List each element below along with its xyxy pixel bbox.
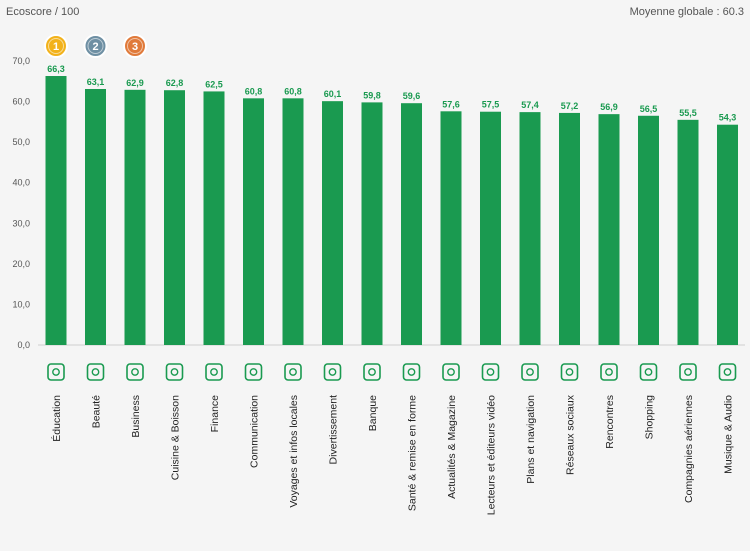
category-label: Divertissement xyxy=(328,395,340,465)
airplane-icon xyxy=(679,363,697,381)
bar xyxy=(480,111,501,345)
bar xyxy=(203,91,225,345)
category-labels: Éducation Beauté Business Cuisine & Boisson… xyxy=(50,394,735,515)
bar xyxy=(559,112,580,345)
data-label: 62,9 xyxy=(126,78,144,88)
bar xyxy=(440,111,462,346)
bar xyxy=(322,101,343,345)
category-label: Beauté xyxy=(91,395,103,428)
category-label: Lecteurs et éditeurs vidéo xyxy=(486,395,498,515)
data-label: 56,5 xyxy=(640,104,658,114)
data-label: 60,8 xyxy=(245,86,263,96)
data-label: 56,9 xyxy=(600,102,618,112)
y-tick-label: 30,0 xyxy=(12,218,30,228)
luggage-icon xyxy=(284,363,302,381)
makeup-icon xyxy=(86,363,105,381)
music-note-icon xyxy=(718,363,737,381)
map-icon xyxy=(521,363,539,381)
bar xyxy=(677,119,699,345)
bar xyxy=(519,112,541,346)
money-icon xyxy=(205,363,223,381)
category-label: Plans et navigation xyxy=(525,395,537,484)
bar xyxy=(282,98,304,345)
global-average-label: Moyenne globale : 60.3 xyxy=(629,6,744,18)
data-label: 59,8 xyxy=(363,90,381,100)
shopping-bag-icon xyxy=(639,363,658,381)
bar xyxy=(45,76,67,346)
data-label: 60,1 xyxy=(324,89,342,99)
fitness-icon xyxy=(402,363,421,381)
y-tick-label: 10,0 xyxy=(12,299,30,309)
data-label: 66,3 xyxy=(47,64,65,74)
data-label: 63,1 xyxy=(87,77,105,87)
bar xyxy=(401,103,422,346)
category-label: Éducation xyxy=(50,395,63,442)
category-icons xyxy=(47,363,737,381)
data-label: 57,6 xyxy=(442,99,460,109)
y-tick-label: 50,0 xyxy=(12,137,30,147)
category-label: Shopping xyxy=(644,395,656,440)
newspaper-icon xyxy=(442,363,460,381)
bar xyxy=(164,90,185,345)
bars-group: 66,3 63,1 62,9 62,8 62,5 60,8 60,8 60,1 59,8 59,6… xyxy=(45,64,738,346)
medals-group: 1 2 3 xyxy=(44,34,147,58)
graduation-cap-icon xyxy=(47,363,65,381)
bar xyxy=(638,115,659,346)
data-label: 57,4 xyxy=(521,100,539,110)
category-label: Rencontres xyxy=(604,395,616,449)
category-label: Actualités & Magazine xyxy=(446,395,458,499)
category-label: Communication xyxy=(249,395,261,468)
category-label: Business xyxy=(130,395,142,438)
food-drink-icon xyxy=(165,363,184,381)
data-label: 62,5 xyxy=(205,79,223,89)
data-label: 57,2 xyxy=(561,101,579,111)
y-tick-label: 70,0 xyxy=(12,56,30,66)
category-label: Banque xyxy=(367,395,379,431)
bar xyxy=(361,102,383,345)
category-label: Musique & Audio xyxy=(723,395,735,474)
medal-rank: 3 xyxy=(132,41,138,53)
bar xyxy=(717,124,738,345)
data-label: 62,8 xyxy=(166,78,184,88)
heart-hands-icon xyxy=(600,363,618,381)
medal-bronze-icon: 3 xyxy=(123,34,147,58)
category-label: Voyages et infos locales xyxy=(288,395,300,508)
category-label: Compagnies aériennes xyxy=(683,395,695,503)
medal-silver-icon: 2 xyxy=(83,34,108,58)
bar xyxy=(124,89,146,345)
y-axis-title: Ecoscore / 100 xyxy=(6,6,80,18)
medal-rank: 1 xyxy=(53,41,59,53)
medal-rank: 2 xyxy=(92,41,98,53)
y-tick-label: 0,0 xyxy=(17,340,30,350)
y-tick-label: 20,0 xyxy=(12,259,30,269)
data-label: 60,8 xyxy=(284,86,302,96)
bar xyxy=(243,98,264,345)
clapperboard-icon xyxy=(481,363,500,381)
category-label: Réseaux sociaux xyxy=(565,394,577,475)
social-user-icon xyxy=(560,363,579,381)
y-tick-label: 40,0 xyxy=(12,178,30,188)
data-label: 55,5 xyxy=(679,108,697,118)
data-label: 57,5 xyxy=(482,100,500,110)
bar xyxy=(85,88,106,345)
category-label: Finance xyxy=(209,395,221,433)
ticket-icon xyxy=(323,363,342,381)
medal-gold-icon: 1 xyxy=(44,34,68,58)
y-axis: 0,0 10,0 20,0 30,0 40,0 50,0 60,0 70,0 xyxy=(12,56,745,350)
y-tick-label: 60,0 xyxy=(12,97,30,107)
data-label: 59,6 xyxy=(403,91,421,101)
megaphone-icon xyxy=(244,363,263,381)
data-label: 54,3 xyxy=(719,113,737,123)
piggy-bank-icon xyxy=(363,363,381,381)
bar xyxy=(598,114,620,345)
handshake-icon xyxy=(126,363,144,381)
category-label: Cuisine & Boisson xyxy=(170,395,182,480)
category-label: Santé & remise en forme xyxy=(407,395,419,511)
